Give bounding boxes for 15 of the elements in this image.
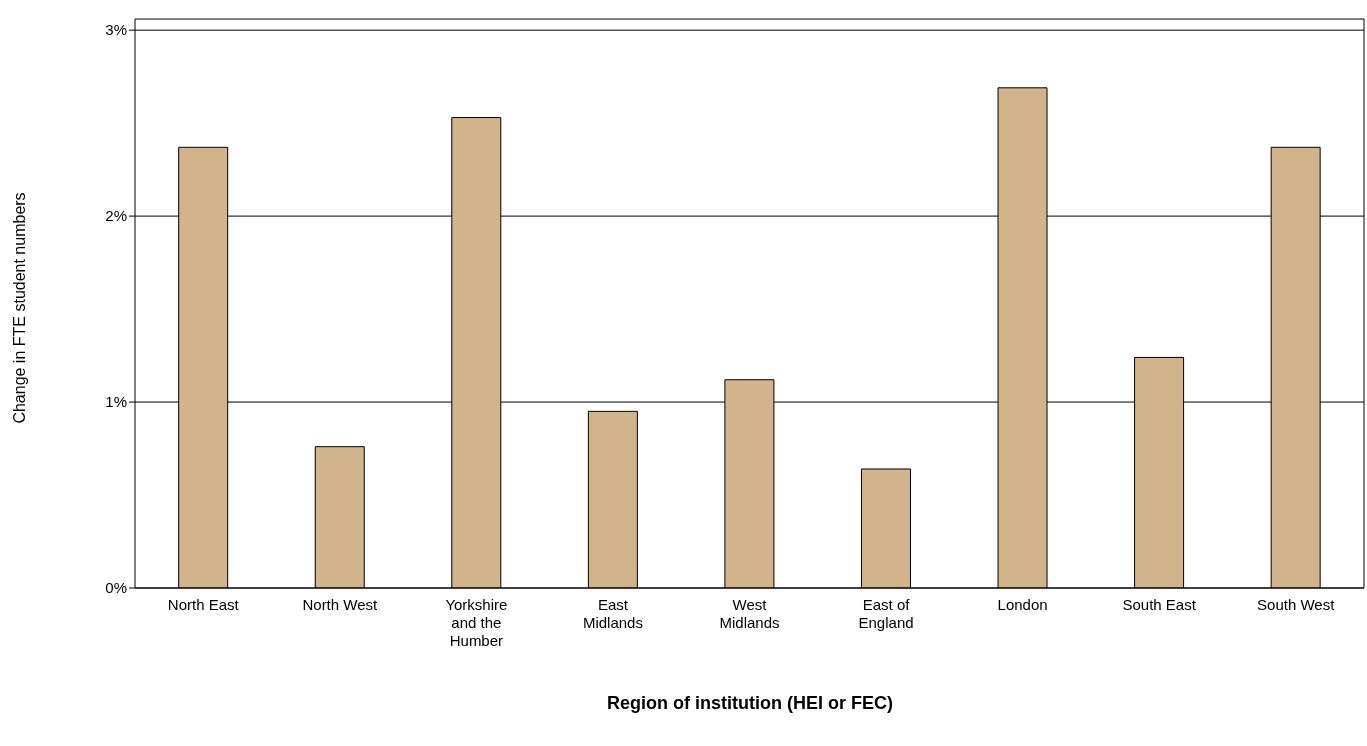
x-tick-label: South West bbox=[1257, 596, 1336, 613]
x-axis-title: Region of institution (HEI or FEC) bbox=[606, 693, 894, 714]
y-tick-label: 2% bbox=[105, 207, 127, 225]
x-tick-label: London bbox=[997, 596, 1048, 613]
x-tick-label: North East bbox=[167, 596, 240, 613]
y-tick-label: 0% bbox=[105, 579, 127, 597]
x-tick-label: Yorkshire and the Humber bbox=[445, 596, 508, 649]
x-tick-label: North West bbox=[302, 596, 379, 613]
x-tick-label: South East bbox=[1122, 596, 1197, 613]
y-axis-title: Change in FTE student numbers bbox=[11, 192, 29, 424]
x-tick-label: East Midlands bbox=[582, 596, 643, 631]
y-tick-label: 3% bbox=[105, 21, 127, 39]
y-tick-label: 1% bbox=[105, 393, 127, 411]
x-tick-label: West Midlands bbox=[719, 596, 780, 631]
x-tick-label: East of England bbox=[858, 596, 914, 631]
